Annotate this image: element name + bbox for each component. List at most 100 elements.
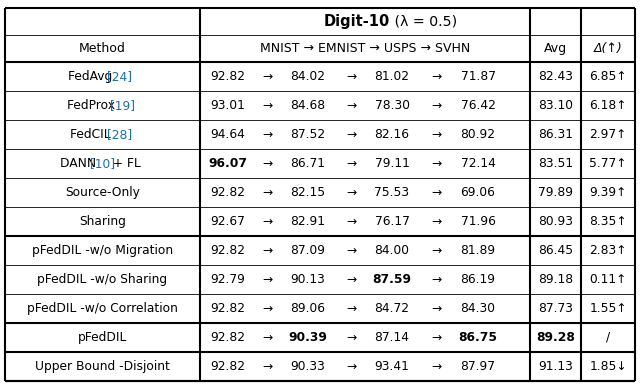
Text: 82.15: 82.15 (291, 186, 326, 199)
Text: →: → (262, 128, 272, 141)
Text: 82.16: 82.16 (374, 128, 410, 141)
Text: 6.18↑: 6.18↑ (589, 99, 627, 112)
Text: 93.01: 93.01 (211, 99, 245, 112)
Text: 78.30: 78.30 (374, 99, 410, 112)
Text: (λ = 0.5): (λ = 0.5) (390, 15, 458, 28)
Text: →: → (346, 215, 356, 228)
Text: 80.93: 80.93 (538, 215, 573, 228)
Text: Sharing: Sharing (79, 215, 126, 228)
Text: 81.89: 81.89 (460, 244, 495, 257)
Text: 91.13: 91.13 (538, 360, 573, 373)
Text: [19]: [19] (110, 99, 135, 112)
Text: Δ(↑): Δ(↑) (594, 42, 622, 55)
Text: 93.41: 93.41 (374, 360, 410, 373)
Text: 6.85↑: 6.85↑ (589, 70, 627, 83)
Text: →: → (431, 99, 441, 112)
Text: 80.92: 80.92 (461, 128, 495, 141)
Text: →: → (262, 157, 272, 170)
Text: FedAvg: FedAvg (68, 70, 116, 83)
Text: 87.52: 87.52 (291, 128, 326, 141)
Text: →: → (346, 128, 356, 141)
Text: 83.51: 83.51 (538, 157, 573, 170)
Text: 86.45: 86.45 (538, 244, 573, 257)
Text: FedProx: FedProx (67, 99, 118, 112)
Text: →: → (262, 99, 272, 112)
Text: 71.96: 71.96 (461, 215, 495, 228)
Text: 5.77↑: 5.77↑ (589, 157, 627, 170)
Text: 1.55↑: 1.55↑ (589, 302, 627, 315)
Text: Avg: Avg (544, 42, 567, 55)
Text: →: → (431, 331, 441, 344)
Text: 92.79: 92.79 (211, 273, 245, 286)
Text: [24]: [24] (108, 70, 132, 83)
Text: →: → (346, 99, 356, 112)
Text: 87.09: 87.09 (291, 244, 326, 257)
Text: 8.35↑: 8.35↑ (589, 215, 627, 228)
Text: 1.85↓: 1.85↓ (589, 360, 627, 373)
Text: 72.14: 72.14 (461, 157, 495, 170)
Text: →: → (346, 186, 356, 199)
Text: →: → (431, 273, 441, 286)
Text: 84.68: 84.68 (291, 99, 326, 112)
Text: →: → (431, 360, 441, 373)
Text: 2.97↑: 2.97↑ (589, 128, 627, 141)
Text: →: → (431, 128, 441, 141)
Text: 76.42: 76.42 (461, 99, 495, 112)
Text: 79.89: 79.89 (538, 186, 573, 199)
Text: →: → (262, 215, 272, 228)
Text: 84.72: 84.72 (374, 302, 410, 315)
Text: MNIST → EMNIST → USPS → SVHN: MNIST → EMNIST → USPS → SVHN (260, 42, 470, 55)
Text: 82.43: 82.43 (538, 70, 573, 83)
Text: 87.59: 87.59 (372, 273, 412, 286)
Text: + FL: + FL (109, 157, 141, 170)
Text: DANN: DANN (60, 157, 100, 170)
Text: 92.82: 92.82 (211, 186, 246, 199)
Text: 89.06: 89.06 (291, 302, 326, 315)
Text: 92.82: 92.82 (211, 244, 246, 257)
Text: →: → (262, 302, 272, 315)
Text: 86.75: 86.75 (458, 331, 497, 344)
Text: FedCIL: FedCIL (70, 128, 115, 141)
Text: →: → (431, 215, 441, 228)
Text: 84.30: 84.30 (461, 302, 495, 315)
Text: →: → (346, 273, 356, 286)
Text: 90.13: 90.13 (291, 273, 325, 286)
Text: Method: Method (79, 42, 126, 55)
Text: 71.87: 71.87 (461, 70, 495, 83)
Text: Upper Bound -Disjoint: Upper Bound -Disjoint (35, 360, 170, 373)
Text: 83.10: 83.10 (538, 99, 573, 112)
Text: →: → (346, 244, 356, 257)
Text: [28]: [28] (108, 128, 132, 141)
Text: →: → (346, 331, 356, 344)
Text: →: → (431, 157, 441, 170)
Text: /: / (606, 331, 610, 344)
Text: →: → (262, 360, 272, 373)
Text: →: → (262, 331, 272, 344)
Text: 86.71: 86.71 (291, 157, 326, 170)
Text: 92.82: 92.82 (211, 302, 246, 315)
Text: 69.06: 69.06 (461, 186, 495, 199)
Text: 96.07: 96.07 (209, 157, 248, 170)
Text: pFedDIL -w/o Migration: pFedDIL -w/o Migration (32, 244, 173, 257)
Text: 2.83↑: 2.83↑ (589, 244, 627, 257)
Text: [10]: [10] (90, 157, 115, 170)
Text: 87.97: 87.97 (461, 360, 495, 373)
Text: pFedDIL -w/o Correlation: pFedDIL -w/o Correlation (27, 302, 178, 315)
Text: →: → (346, 360, 356, 373)
Text: →: → (346, 302, 356, 315)
Text: pFedDIL: pFedDIL (78, 331, 127, 344)
Text: →: → (262, 244, 272, 257)
Text: →: → (431, 70, 441, 83)
Text: 76.17: 76.17 (374, 215, 410, 228)
Text: Digit-10: Digit-10 (323, 14, 390, 29)
Text: Source-Only: Source-Only (65, 186, 140, 199)
Text: 81.02: 81.02 (374, 70, 410, 83)
Text: →: → (431, 244, 441, 257)
Text: 92.67: 92.67 (211, 215, 245, 228)
Text: →: → (431, 186, 441, 199)
Text: pFedDIL -w/o Sharing: pFedDIL -w/o Sharing (37, 273, 168, 286)
Text: →: → (346, 70, 356, 83)
Text: 94.64: 94.64 (211, 128, 245, 141)
Text: 87.14: 87.14 (374, 331, 410, 344)
Text: →: → (346, 157, 356, 170)
